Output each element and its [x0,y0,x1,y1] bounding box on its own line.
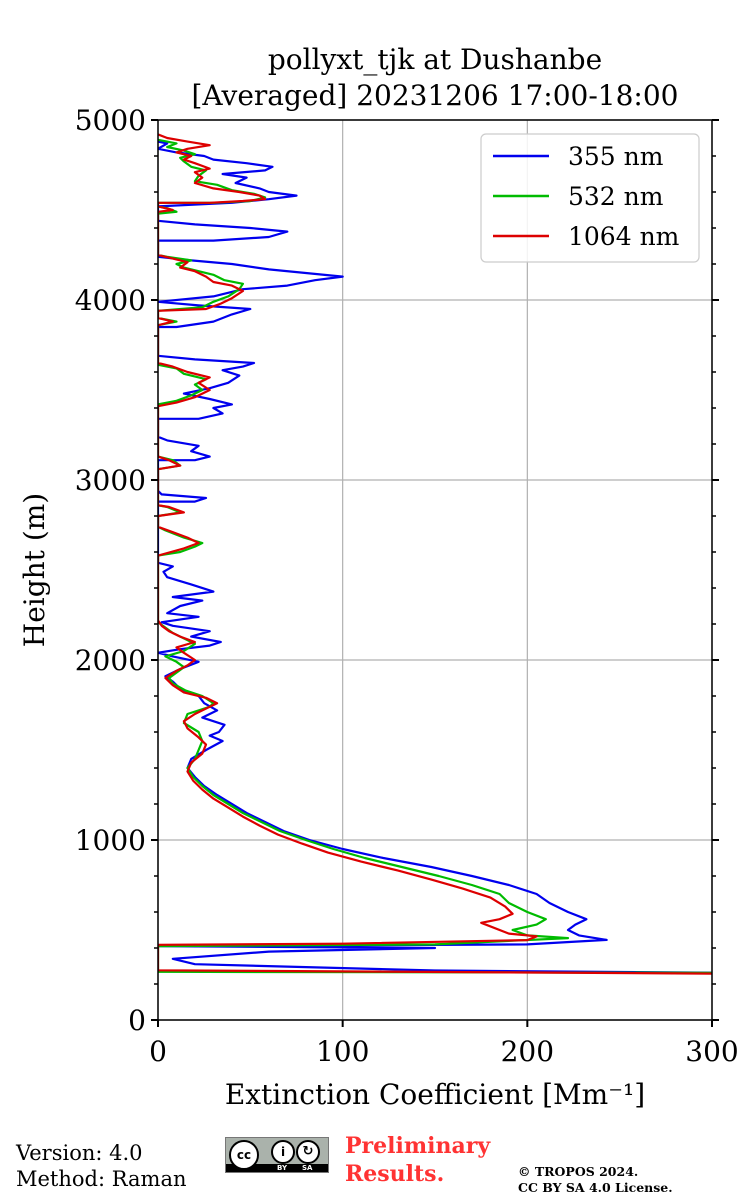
legend-label: 355 nm [568,142,664,171]
y-tick-label: 2000 [75,644,146,677]
legend: 355 nm 532 nm 1064 nm [480,133,700,263]
extinction-profile-chart: 0 1000 2000 3000 4000 5000 0 100 200 300 Extinctio… [18,104,739,1111]
chart-title-line2: [Averaged] 20231206 17:00-18:00 [191,79,679,112]
x-tick-label: 100 [316,1035,369,1068]
method-label: Method: Raman [16,1167,187,1191]
y-tick-label: 0 [128,1004,146,1037]
preliminary-results-notice: Preliminary Results. [345,1132,490,1188]
chart-title-line1: pollyxt_tjk at Dushanbe [267,43,603,76]
y-tick-label: 1000 [75,824,146,857]
legend-label: 1064 nm [568,222,680,251]
copyright-line2: CC BY SA 4.0 License. [518,1180,673,1195]
y-axis-label: Height (m) [18,493,51,647]
y-tick-label: 4000 [75,284,146,317]
plot-frame [157,119,713,1021]
cc-logo-icon: cc [229,1140,259,1170]
x-tick-label: 300 [685,1035,738,1068]
cc-sa-label: SA [302,1164,313,1172]
cc-by-label: BY [277,1164,288,1172]
preliminary-line2: Results. [345,1161,445,1187]
copyright-notice: © TROPOS 2024. CC BY SA 4.0 License. [518,1164,673,1196]
cc-license-badge[interactable]: cc i ↻ BY SA [225,1137,329,1173]
legend-label: 532 nm [568,182,664,211]
y-tick-label: 5000 [75,104,146,137]
y-tick-label: 3000 [75,464,146,497]
preliminary-line1: Preliminary [345,1133,491,1159]
x-axis-label: Extinction Coefficient [Mm⁻¹] [225,1078,645,1111]
legend-box [480,133,700,263]
cc-sa-icon: ↻ [296,1140,320,1164]
series-line-1064-nm [158,133,712,975]
version-label: Version: 4.0 [16,1141,143,1165]
x-tick-label: 0 [149,1035,167,1068]
x-tick-label: 200 [501,1035,554,1068]
cc-by-icon: i [271,1140,295,1164]
axes-layer: 0 1000 2000 3000 4000 5000 0 100 200 300 Extinctio… [18,104,739,1111]
series-line-355-nm [158,140,712,974]
copyright-line1: © TROPOS 2024. [518,1164,639,1179]
series-layer [158,133,712,975]
